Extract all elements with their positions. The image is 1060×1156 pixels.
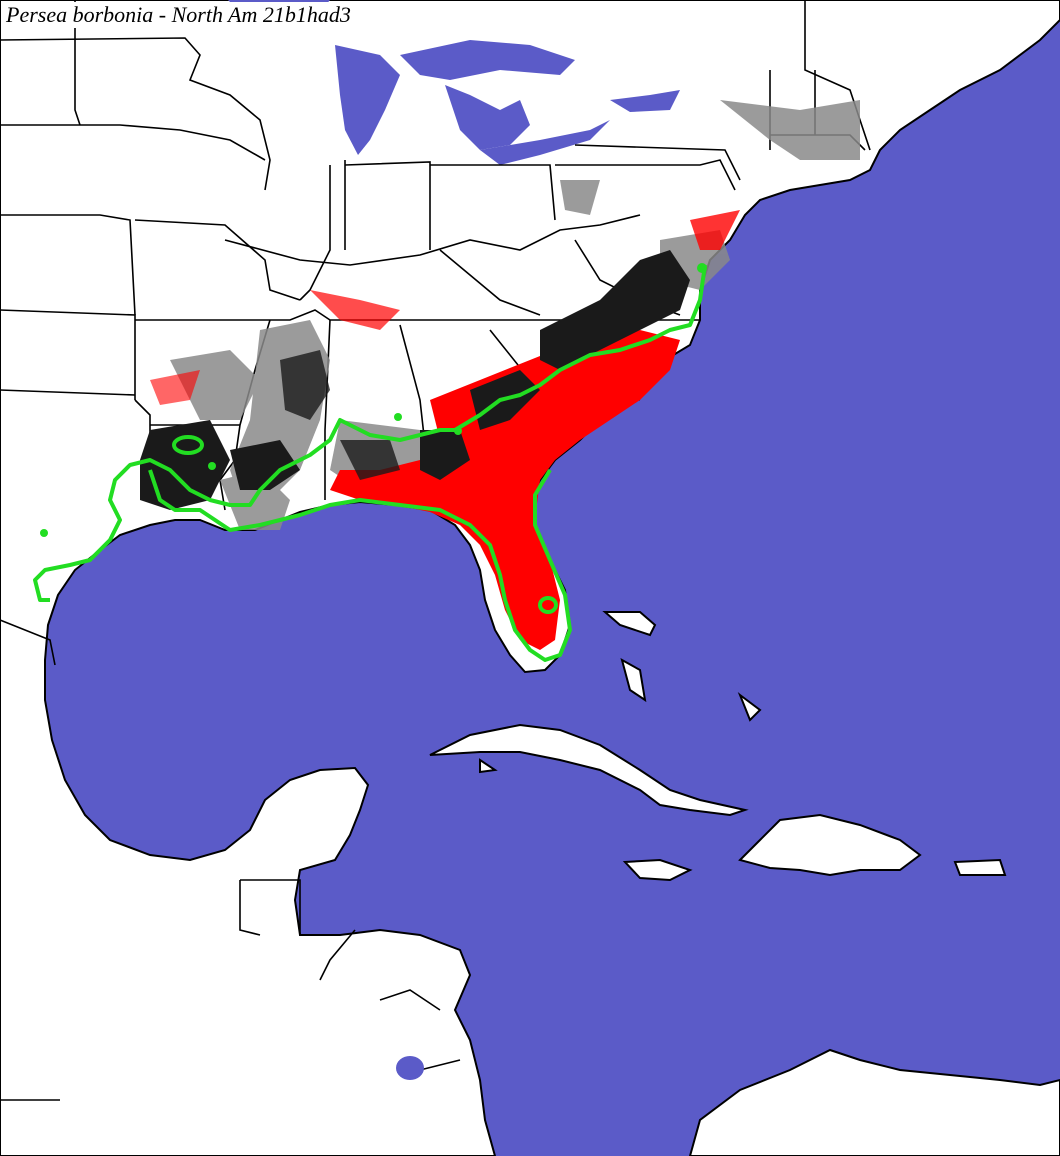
lake-nicaragua bbox=[396, 1056, 424, 1080]
predicted-suitable-area bbox=[150, 210, 740, 650]
south-america-land bbox=[688, 1048, 1060, 1156]
high-suitability-area bbox=[140, 250, 690, 510]
caribbean-islands bbox=[429, 611, 1007, 882]
observed-range-outline bbox=[33, 264, 707, 662]
map-title: Persea borbonia - North Am 21b1had3 bbox=[4, 2, 355, 28]
